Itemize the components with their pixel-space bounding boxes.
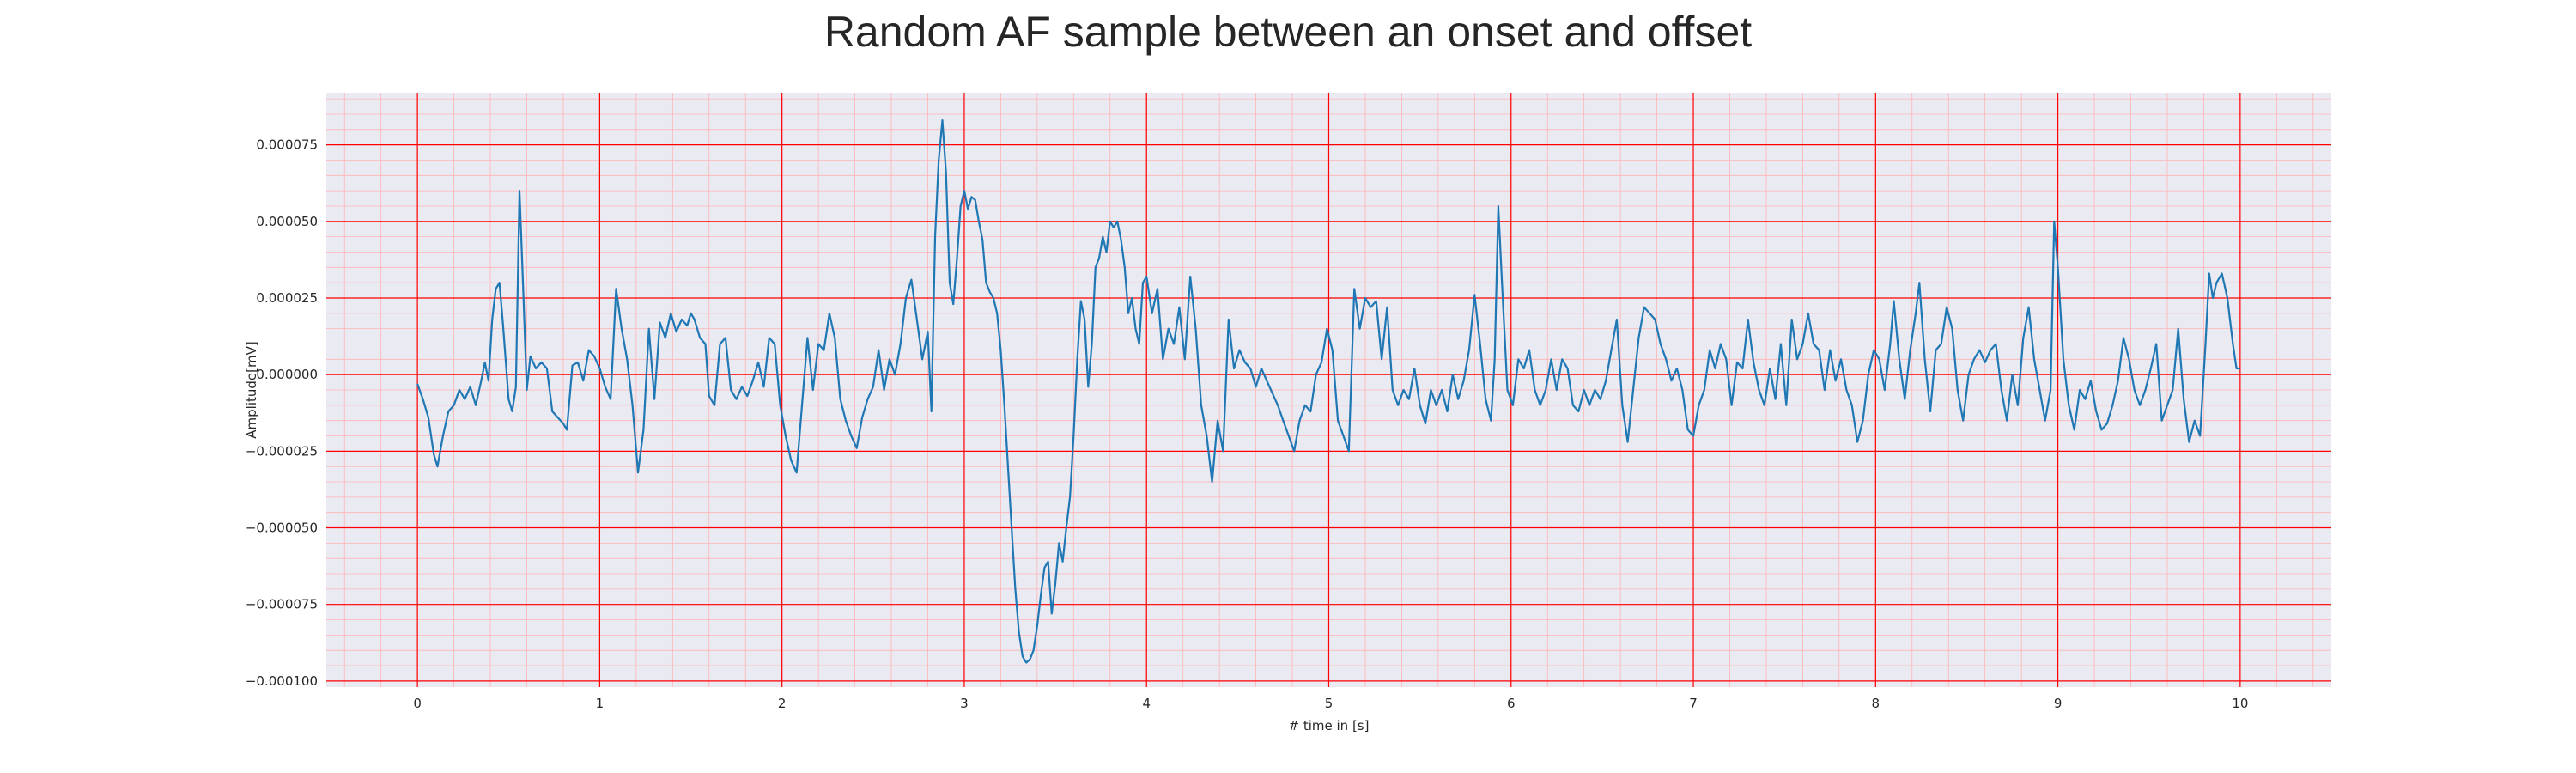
x-tick-label: 5 <box>1325 696 1334 711</box>
x-tick-label: 0 <box>413 696 422 711</box>
y-tick-label: 0.000025 <box>256 290 318 306</box>
x-axis-label: # time in [s] <box>1289 718 1370 733</box>
x-axis-ticks: 0 1 2 3 4 5 6 7 8 9 10 <box>413 696 2248 711</box>
y-tick-label: −0.000075 <box>246 597 318 612</box>
y-tick-label: −0.000050 <box>246 520 318 536</box>
y-tick-label: 0.000000 <box>256 367 318 382</box>
y-axis-label: Amplitude[mV] <box>244 341 259 438</box>
y-tick-label: 0.000050 <box>256 214 318 229</box>
x-tick-label: 1 <box>596 696 605 711</box>
x-tick-label: 8 <box>1872 696 1880 711</box>
series-line <box>416 119 2240 664</box>
y-tick-label: −0.000100 <box>246 673 318 689</box>
x-tick-label: 4 <box>1142 696 1151 711</box>
x-tick-label: 9 <box>2054 696 2063 711</box>
y-tick-label: −0.000025 <box>246 443 318 459</box>
x-tick-label: 6 <box>1507 696 1516 711</box>
chart-title: Random AF sample between an onset and of… <box>823 8 1753 56</box>
x-tick-label: 2 <box>778 696 787 711</box>
y-tick-label: 0.000075 <box>256 137 318 153</box>
x-tick-label: 7 <box>1689 696 1698 711</box>
y-axis-ticks: 0.000075 0.000050 0.000025 0.000000 −0.00002… <box>246 137 318 689</box>
x-tick-label: 10 <box>2232 696 2248 711</box>
x-tick-label: 3 <box>960 696 969 711</box>
